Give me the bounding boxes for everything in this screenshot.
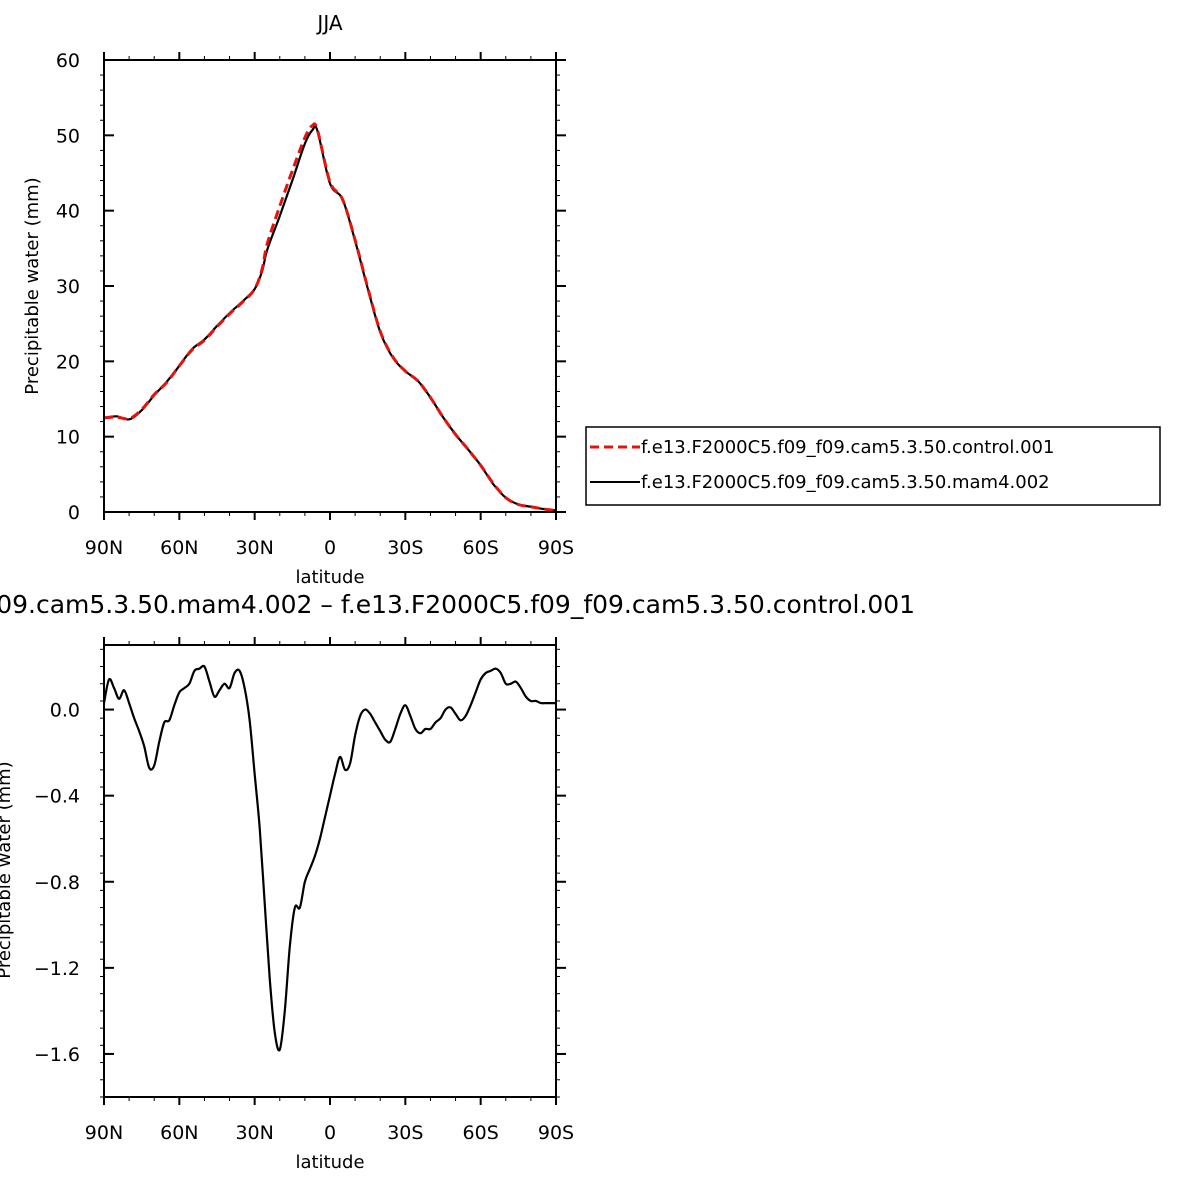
legend: f.e13.F2000C5.f09_f09.cam5.3.50.control.… <box>585 426 1161 506</box>
top-series-line-0 <box>103 122 557 512</box>
top-x-tick-label: 60S <box>463 537 499 559</box>
bottom-x-tick-label: 0 <box>324 1122 336 1144</box>
top-y-tick-label: 50 <box>56 125 80 147</box>
bottom-axis-ticks: 0.0 −0.4 −0.8 −1.2 −1.6 90N 60N 30N 0 30S 60S 90S <box>34 637 574 1144</box>
top-axis-ticks: 0 10 20 30 40 50 60 90N 60N 30N 0 30S 60S 90S <box>56 50 574 559</box>
legend-label-mam4: f.e13.F2000C5.f09_f09.cam5.3.50.mam4.002 <box>641 472 1050 493</box>
bottom-chart-marks <box>102 664 556 1052</box>
top-y-axis-label: Precipitable water (mm) <box>22 177 43 394</box>
bottom-x-tick-label: 60S <box>463 1122 499 1144</box>
top-y-tick-label: 10 <box>56 427 80 449</box>
top-y-tick-label: 60 <box>56 50 80 72</box>
bottom-y-tick-label: −1.2 <box>34 958 80 980</box>
bottom-y-tick-label: −1.6 <box>34 1044 80 1066</box>
top-x-tick-label: 90S <box>538 537 574 559</box>
legend-label-control: f.e13.F2000C5.f09_f09.cam5.3.50.control.… <box>641 437 1054 458</box>
bottom-series-line-0 <box>102 664 556 1052</box>
top-chart-marks <box>103 122 557 512</box>
top-y-tick-label: 20 <box>56 351 80 373</box>
bottom-y-tick-label: 0.0 <box>50 700 80 722</box>
bottom-chart-title: f.e13.F2000C5.f09_f09.cam5.3.50.mam4.002… <box>0 590 915 619</box>
top-x-tick-label: 90N <box>85 537 123 559</box>
bottom-y-axis-label: Precipitable water (mm) <box>0 761 15 978</box>
bottom-y-tick-label: −0.8 <box>34 872 80 894</box>
top-series-line-1 <box>103 124 557 512</box>
bottom-x-tick-label: 90S <box>538 1122 574 1144</box>
top-x-tick-label: 60N <box>160 537 198 559</box>
bottom-x-tick-label: 30N <box>235 1122 273 1144</box>
top-y-tick-label: 30 <box>56 276 80 298</box>
top-plot-frame <box>103 59 557 513</box>
top-x-tick-label: 0 <box>324 537 336 559</box>
top-chart-title: JJA <box>315 11 342 35</box>
bottom-y-tick-label: −0.4 <box>34 786 80 808</box>
top-y-tick-label: 0 <box>68 502 80 524</box>
bottom-x-tick-label: 90N <box>85 1122 123 1144</box>
legend-box <box>585 426 1161 506</box>
top-x-tick-label: 30N <box>235 537 273 559</box>
bottom-x-tick-label: 60N <box>160 1122 198 1144</box>
bottom-panel: f.e13.F2000C5.f09_f09.cam5.3.50.mam4.002… <box>0 590 915 1173</box>
bottom-x-axis-label: latitude <box>295 1152 364 1173</box>
bottom-x-tick-label: 30S <box>387 1122 423 1144</box>
top-x-tick-label: 30S <box>387 537 423 559</box>
top-y-tick-label: 40 <box>56 201 80 223</box>
top-x-axis-label: latitude <box>295 567 364 588</box>
top-panel: JJA 0 10 20 30 40 50 60 90N 60N 30N 0 30S 60S 90S lat… <box>22 11 1161 588</box>
